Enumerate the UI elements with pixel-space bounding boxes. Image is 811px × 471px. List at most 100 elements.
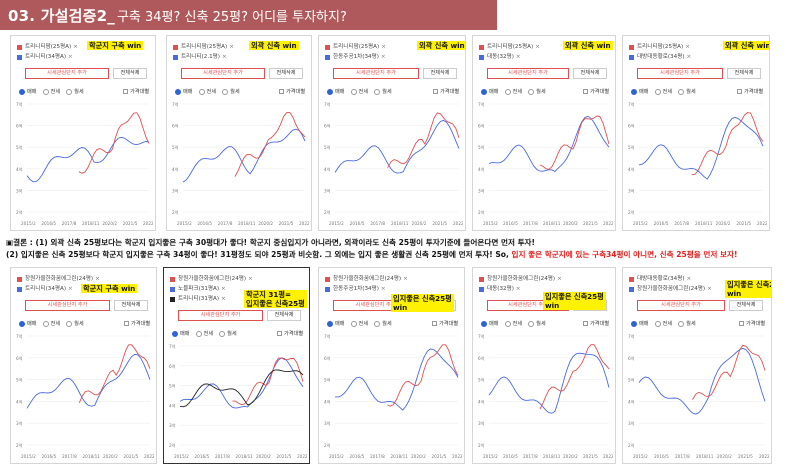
remove-series-icon[interactable]: ×	[68, 286, 73, 292]
y-tick-label: 6억	[628, 123, 635, 130]
radio-jeonse[interactable]: 전세	[42, 320, 60, 327]
radio-wolse[interactable]: 월세	[66, 88, 84, 95]
remove-series-icon[interactable]: ×	[685, 44, 690, 50]
remove-series-icon[interactable]: ×	[73, 44, 78, 50]
remove-series-icon[interactable]: ×	[380, 54, 386, 60]
add-watch-complex-button[interactable]: 시세관심단지 추가	[25, 300, 110, 311]
remove-series-icon[interactable]: ×	[403, 276, 408, 282]
delete-all-button[interactable]: 전체삭제	[423, 68, 457, 79]
remove-series-icon[interactable]: ×	[686, 54, 692, 60]
price-range-checkbox[interactable]: 가격대별	[583, 320, 609, 327]
radio-trade[interactable]: 매매	[327, 88, 345, 95]
remove-series-icon[interactable]: ×	[557, 276, 562, 282]
radio-jeonse[interactable]: 전세	[198, 88, 216, 95]
radio-jeonse[interactable]: 전세	[504, 320, 522, 327]
radio-jeonse[interactable]: 전세	[350, 320, 368, 327]
price-range-checkbox[interactable]: 가격대별	[739, 320, 765, 327]
price-trend-chart: 7억 6억 5억 4억 3억 2억 2015/2 2016/5 2017/8 2018/11 202…	[323, 332, 462, 461]
remove-series-icon[interactable]: ×	[686, 276, 692, 282]
add-watch-complex-button[interactable]: 시세관심단지 추가	[25, 68, 109, 79]
x-tick-label: 2022/8	[297, 454, 307, 459]
add-watch-complex-button[interactable]: 시세관심단지 추가	[487, 68, 569, 79]
remove-series-icon[interactable]: ×	[68, 54, 73, 60]
add-watch-complex-button[interactable]: 시세관심단지 추가	[637, 68, 723, 79]
remove-series-icon[interactable]: ×	[221, 286, 226, 292]
verdict-highlight: 학군지 31평= 입지좋은 신축25평	[244, 290, 307, 308]
remove-series-icon[interactable]: ×	[95, 276, 100, 282]
radio-wolse[interactable]: 월세	[678, 88, 696, 95]
radio-jeonse[interactable]: 전세	[654, 320, 672, 327]
price-range-checkbox[interactable]: 가격대별	[432, 320, 458, 327]
delete-all-button[interactable]: 전체삭제	[573, 68, 607, 79]
price-range-checkbox[interactable]: 가격대별	[279, 88, 305, 95]
legend-item: 창원가을한화꿈에그린(24평) ×	[325, 274, 408, 284]
radio-dot	[678, 88, 685, 95]
x-tick-label: 2016/5	[503, 454, 518, 459]
radio-trade[interactable]: 매매	[19, 88, 37, 95]
remove-series-icon[interactable]: ×	[221, 296, 226, 302]
radio-trade[interactable]: 매매	[19, 320, 37, 327]
radio-jeonse[interactable]: 전세	[195, 330, 213, 337]
add-watch-complex-button[interactable]: 시세관심단지 추가	[181, 68, 265, 79]
chart-legend: 창원가을한화꿈에그린(24평) × 대동(32평) ×	[479, 274, 562, 294]
remove-series-icon[interactable]: ×	[515, 286, 521, 292]
radio-jeonse[interactable]: 전세	[42, 88, 61, 95]
price-range-checkbox[interactable]: 가격대별	[433, 88, 459, 95]
remove-series-icon[interactable]: ×	[380, 286, 386, 292]
price-range-checkbox[interactable]: 가격대별	[123, 88, 149, 95]
radio-wolse[interactable]: 월세	[374, 320, 392, 327]
price-range-checkbox[interactable]: 가격대별	[277, 330, 303, 337]
price-range-checkbox[interactable]: 가격대별	[737, 88, 763, 95]
radio-wolse[interactable]: 월세	[66, 320, 84, 327]
series-line-red	[692, 344, 766, 400]
delete-all-button[interactable]: 전체삭제	[114, 300, 148, 311]
radio-wolse[interactable]: 월세	[528, 320, 546, 327]
radio-label: 전세	[50, 89, 61, 95]
delete-all-button[interactable]: 전체삭제	[269, 68, 303, 79]
series-line-blue	[488, 115, 610, 172]
radio-trade[interactable]: 매매	[631, 320, 649, 327]
price-range-checkbox[interactable]: 가격대별	[583, 88, 609, 95]
radio-wolse[interactable]: 월세	[528, 88, 546, 95]
add-watch-complex-button[interactable]: 시세관심단지 추가	[333, 68, 419, 79]
radio-trade[interactable]: 매매	[327, 320, 345, 327]
legend-label: 대방대동황로(34평)	[637, 276, 685, 282]
delete-all-button[interactable]: 전체삭제	[727, 68, 761, 79]
radio-wolse[interactable]: 월세	[219, 330, 237, 337]
add-watch-complex-button[interactable]: 시세관심단지 추가	[637, 300, 725, 311]
radio-trade[interactable]: 매매	[175, 88, 193, 95]
radio-trade[interactable]: 매매	[481, 88, 499, 95]
y-tick-label: 7억	[169, 343, 176, 350]
conclusion-line-2: (2) 입지좋은 신축 25평보다 학군지 입지좋은 구축 34평이 좋다! 3…	[6, 249, 809, 261]
delete-all-button[interactable]: 전체삭제	[267, 310, 301, 321]
radio-jeonse[interactable]: 전세	[504, 88, 522, 95]
radio-wolse[interactable]: 월세	[222, 88, 240, 95]
radio-trade[interactable]: 매매	[172, 330, 190, 337]
radio-trade[interactable]: 매매	[481, 320, 499, 327]
radio-wolse[interactable]: 월세	[678, 320, 696, 327]
x-tick-label: 2021/5	[432, 454, 447, 459]
verdict-highlight: 외곽 신축 win	[417, 41, 465, 50]
remove-series-icon[interactable]: ×	[535, 44, 540, 50]
delete-all-button[interactable]: 전체삭제	[113, 68, 147, 79]
radio-wolse[interactable]: 월세	[374, 88, 392, 95]
verdict-highlight: 학군지 구축 win	[81, 284, 138, 293]
radio-jeonse[interactable]: 전세	[654, 88, 672, 95]
x-tick-label: 2018/11	[83, 454, 101, 459]
delete-all-button[interactable]: 전체삭제	[729, 300, 763, 311]
price-trend-chart: 7억 6억 5억 4억 3억 2억 2015/2 2016/5 2017/8 2018/11 202…	[323, 100, 463, 228]
radio-jeonse[interactable]: 전세	[350, 88, 368, 95]
y-tick-label: 3억	[478, 420, 485, 427]
remove-series-icon[interactable]: ×	[515, 54, 521, 60]
price-range-checkbox[interactable]: 가격대별	[124, 320, 150, 327]
remove-series-icon[interactable]: ×	[229, 44, 234, 50]
y-tick-label: 7억	[324, 101, 331, 108]
series-line-blue	[334, 119, 460, 174]
radio-trade[interactable]: 매매	[631, 88, 649, 95]
add-watch-complex-button[interactable]: 시세관심단지 추가	[178, 310, 263, 321]
remove-series-icon[interactable]: ×	[381, 44, 386, 50]
remove-series-icon[interactable]: ×	[222, 54, 227, 60]
remove-series-icon[interactable]: ×	[707, 286, 712, 292]
remove-series-icon[interactable]: ×	[248, 276, 253, 282]
checkbox-box	[279, 89, 284, 94]
